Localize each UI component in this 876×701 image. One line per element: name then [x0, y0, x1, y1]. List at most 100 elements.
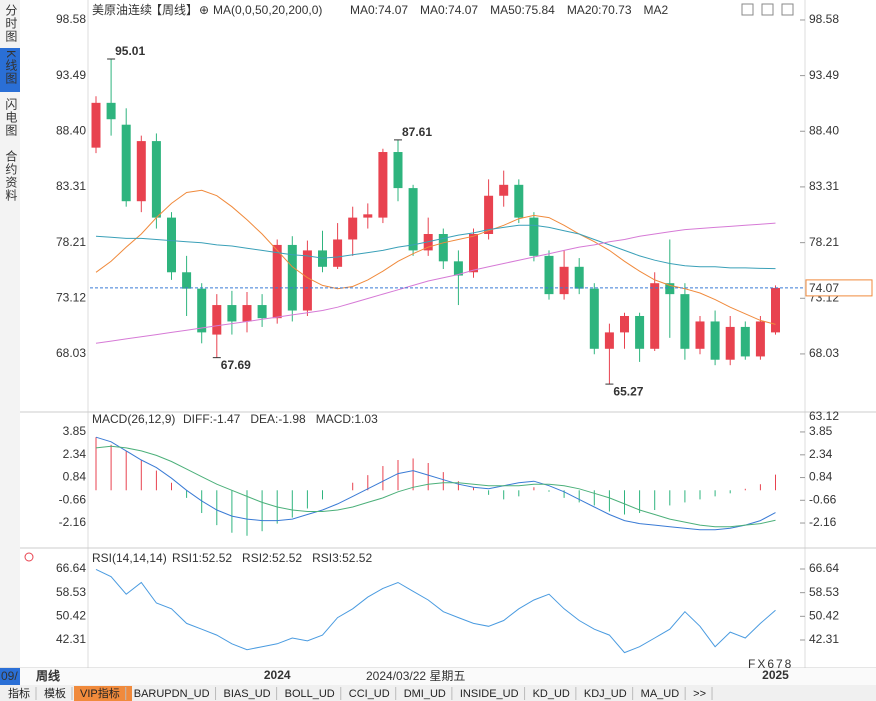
candle-body	[227, 305, 237, 322]
candle-body	[333, 239, 343, 267]
bottom-tab-bar	[0, 685, 876, 701]
bottom-tab[interactable]: DMI_UD	[404, 688, 446, 700]
candle-body	[665, 283, 675, 295]
candle-body	[363, 214, 373, 218]
candle-body	[318, 250, 327, 267]
candle-body	[514, 184, 524, 218]
add-icon[interactable]: ⊕	[199, 3, 209, 17]
candle-body	[695, 321, 705, 349]
bottom-tab[interactable]: INSIDE_UD	[460, 688, 519, 700]
candle-body	[604, 332, 614, 349]
period: 【周线】	[150, 3, 198, 17]
candle-body	[650, 283, 660, 349]
y-tick-label-right: 42.31	[809, 632, 839, 646]
y-tick-label: -0.66	[59, 492, 87, 506]
y-tick-label-right: 50.42	[809, 608, 839, 622]
candle-body	[453, 261, 463, 276]
y-tick-label: 73.12	[56, 290, 86, 304]
y-tick-label-right: 2.34	[809, 447, 833, 461]
candle-body	[755, 321, 765, 357]
candle-body	[167, 217, 176, 273]
candle-body	[589, 288, 599, 349]
bottom-tab[interactable]: MA_UD	[641, 688, 680, 700]
period-badge: 09/	[1, 669, 18, 683]
y-tick-label-right: 68.03	[809, 346, 839, 360]
panel-legend: DIFF:-1.47	[183, 412, 241, 426]
y-tick-label-right: 66.64	[809, 561, 839, 575]
vip-tab-bg	[74, 686, 132, 701]
left-tab[interactable]: 合约资料	[4, 149, 18, 202]
bottom-tab[interactable]: BARUPDN_UD	[134, 688, 210, 700]
annotation: 95.01	[115, 44, 145, 58]
panel-title: RSI(14,14,14)	[92, 551, 167, 565]
diff-line	[95, 436, 776, 531]
left-tab[interactable]: K线图	[4, 50, 18, 85]
bottom-tab[interactable]: VIP指标	[80, 686, 120, 700]
bottom-tab[interactable]: KDJ_UD	[584, 688, 627, 700]
panel-legend: DEA:-1.98	[250, 412, 306, 426]
candle-body	[544, 255, 554, 295]
candle-body	[680, 294, 690, 349]
last-price-box	[805, 279, 873, 297]
period-bottom: 周线	[36, 668, 60, 683]
settings-icon[interactable]	[24, 552, 34, 562]
y-tick-label: 0.84	[63, 470, 87, 484]
candle-body	[408, 188, 418, 251]
icon[interactable]	[741, 3, 754, 16]
candle-body	[121, 124, 131, 202]
candle-body	[620, 315, 629, 333]
candle-body	[635, 315, 645, 349]
bottom-tab[interactable]: 模板	[44, 686, 66, 700]
candle-body	[242, 305, 252, 322]
bottom-tab[interactable]: CCI_UD	[349, 688, 390, 700]
bottom-tab[interactable]: KD_UD	[533, 688, 570, 700]
candle-body	[136, 141, 146, 202]
bottom-tab[interactable]: BIAS_UD	[224, 688, 271, 700]
y-tick-label: -2.16	[59, 515, 87, 529]
candle-body	[106, 102, 116, 120]
last-price-label: 74.07	[809, 281, 839, 295]
panel-legend: RSI3:52.52	[312, 551, 372, 565]
candle-body	[574, 266, 584, 289]
candle-body	[272, 244, 282, 319]
icon[interactable]	[761, 3, 774, 16]
dea-line	[95, 445, 776, 528]
candle-body	[302, 250, 312, 311]
left-tab[interactable]: 闪电图	[4, 98, 18, 137]
side-label: 63.12	[809, 409, 839, 423]
legend-item: MA0:74.07	[420, 3, 478, 17]
y-tick-label: 88.40	[56, 123, 86, 137]
x-tick-label: 2024	[264, 668, 291, 682]
candle-body	[151, 141, 161, 218]
active-tab-bg	[0, 48, 20, 92]
candle-body	[740, 326, 750, 357]
candle-body	[91, 102, 101, 148]
bottom-tab[interactable]: 指标	[8, 686, 30, 700]
y-tick-label: 50.42	[56, 608, 86, 622]
y-tick-label-right: 78.21	[809, 235, 839, 249]
y-tick-label: 42.31	[56, 632, 86, 646]
legend-item: MA20:70.73	[567, 3, 632, 17]
bottom-tab[interactable]: >>	[693, 688, 706, 700]
bottom-tab[interactable]: BOLL_UD	[285, 688, 335, 700]
candle-body	[348, 217, 358, 240]
y-tick-label-right: 83.31	[809, 179, 839, 193]
left-tab[interactable]: 分时图	[4, 4, 18, 43]
ma-line	[95, 222, 776, 344]
icon[interactable]	[781, 3, 794, 16]
candle-body	[257, 305, 267, 319]
y-tick-label-right: 88.40	[809, 123, 839, 137]
watermark: FX678	[748, 657, 793, 671]
legend-item: MA2	[644, 3, 669, 17]
candle-body	[182, 272, 192, 289]
candle-body	[197, 288, 207, 333]
candle-body	[559, 266, 569, 295]
top-icons[interactable]	[741, 3, 794, 16]
y-tick-label: 58.53	[56, 585, 86, 599]
ma-line	[95, 189, 776, 325]
candle-body	[771, 287, 780, 333]
candle-body	[725, 326, 735, 360]
y-tick-label-right: 98.58	[809, 12, 839, 26]
panel-legend: RSI1:52.52	[172, 551, 232, 565]
